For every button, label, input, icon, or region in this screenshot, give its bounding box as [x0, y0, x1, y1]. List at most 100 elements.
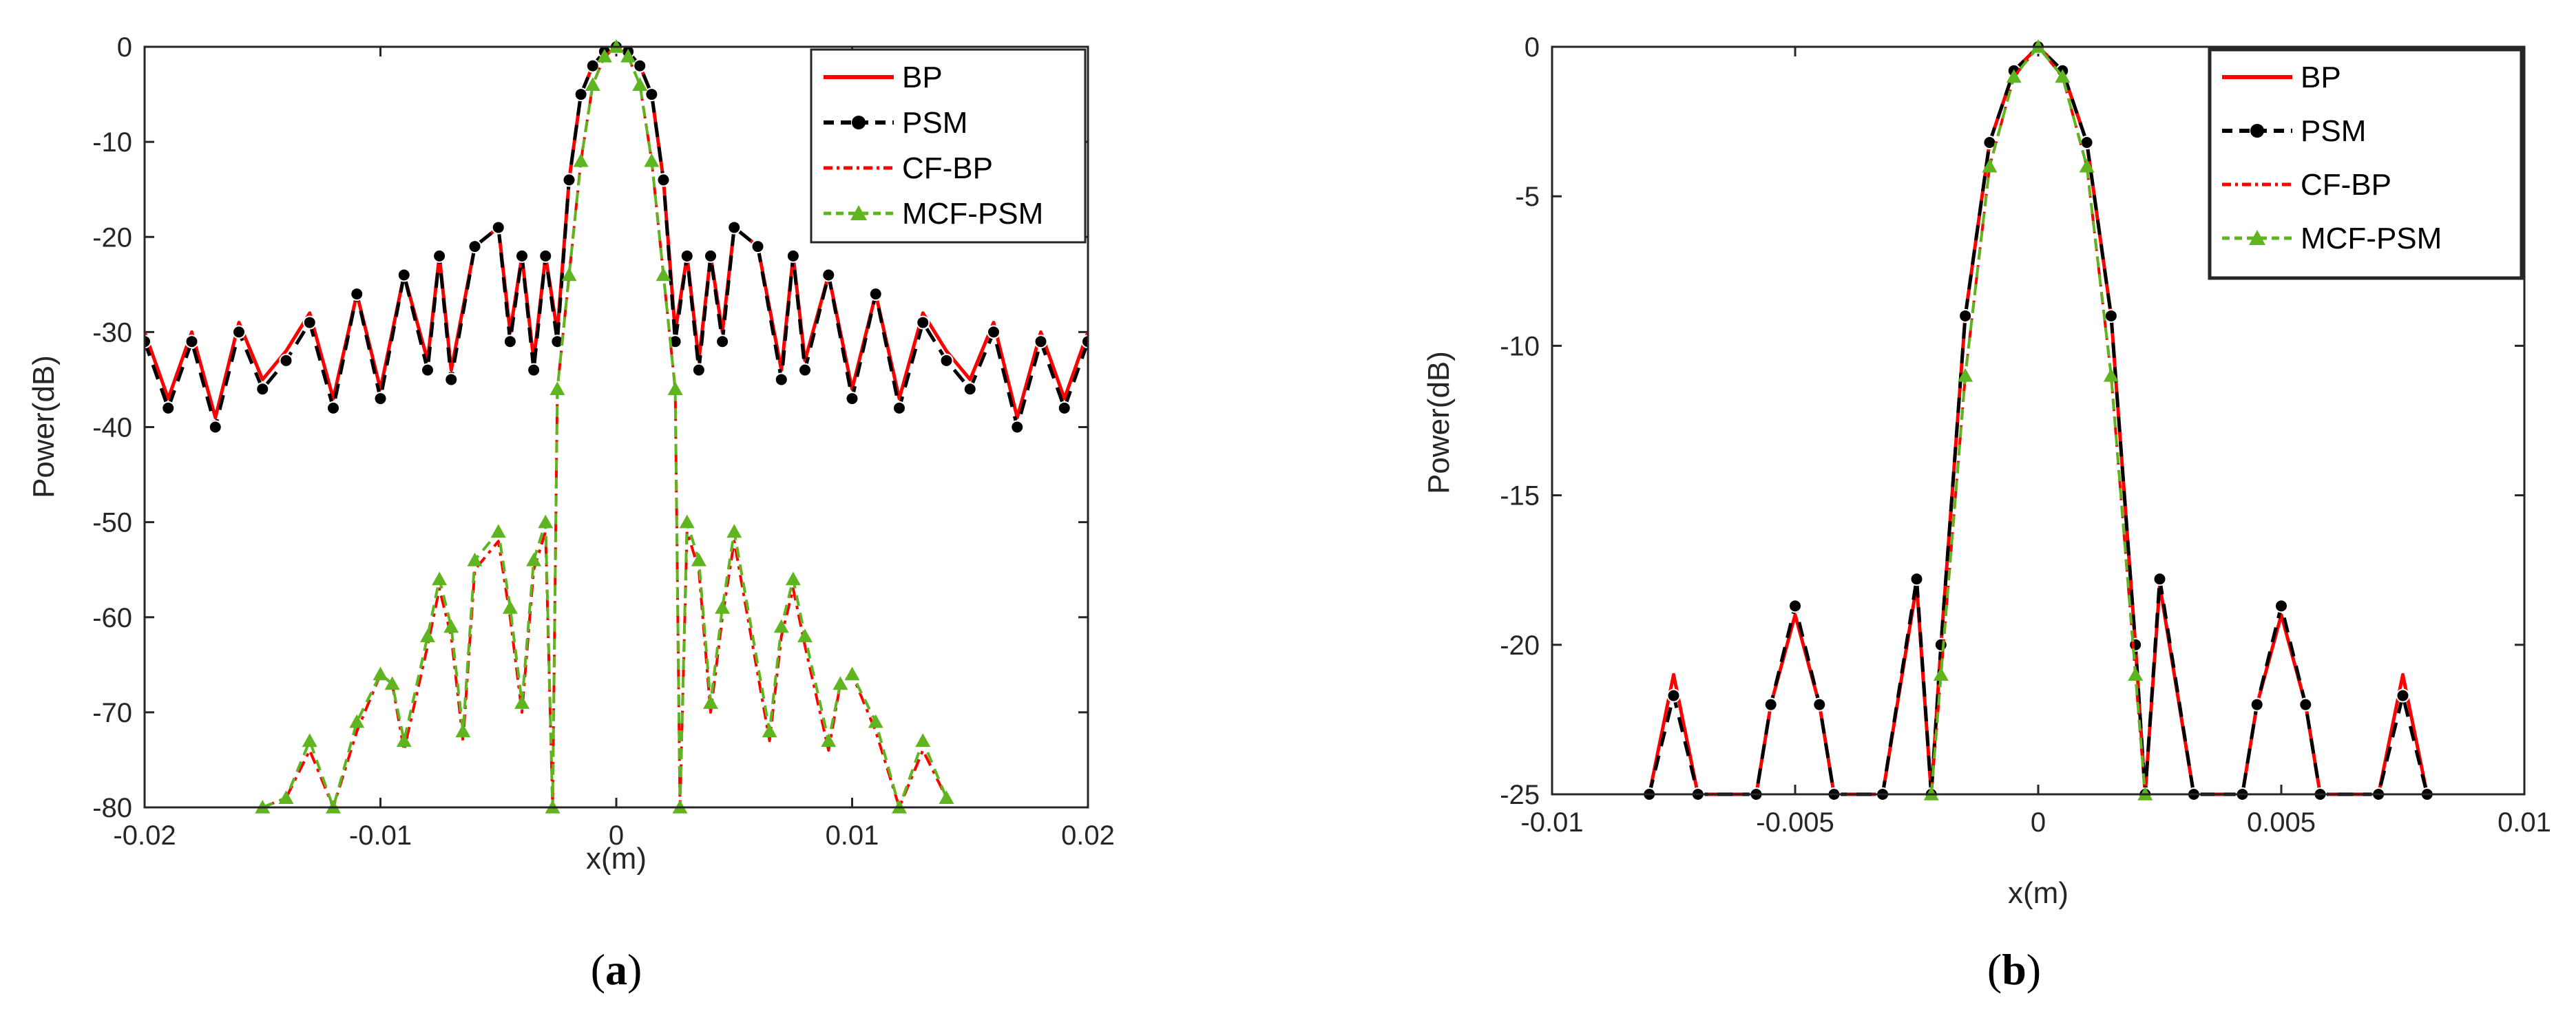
data-point-psm — [727, 220, 742, 235]
data-point-mcf-psm — [715, 600, 731, 614]
data-point-mcf-psm — [420, 628, 435, 643]
data-point-mcf-psm — [384, 676, 400, 690]
y-tick-label: -25 — [1500, 780, 1540, 810]
data-point-mcf-psm — [939, 790, 954, 804]
data-point-psm — [987, 325, 1001, 339]
x-axis-label-b: x(m) — [2008, 876, 2069, 910]
data-point-mcf-psm — [762, 723, 777, 738]
data-point-mcf-psm — [490, 524, 506, 538]
data-point-mcf-psm — [278, 790, 294, 804]
data-point-psm — [774, 372, 788, 387]
x-tick-label: -0.02 — [113, 820, 176, 851]
y-tick-label: 0 — [117, 32, 132, 63]
data-point-mcf-psm — [726, 524, 742, 538]
data-point-mcf-psm — [1958, 368, 1973, 382]
data-point-psm — [1812, 697, 1827, 712]
x-tick-label: 0 — [2031, 807, 2046, 838]
data-point-mcf-psm — [1933, 667, 1949, 681]
data-point-mcf-psm — [1982, 158, 1998, 173]
data-point-psm — [1034, 335, 1048, 349]
data-point-mcf-psm — [2055, 69, 2071, 83]
data-point-psm — [491, 220, 505, 235]
data-point-mcf-psm — [620, 48, 636, 63]
y-axis-label-b: Power(dB) — [1422, 351, 1456, 494]
legend-marker-mcf-psm — [2249, 230, 2265, 245]
data-point-psm — [185, 335, 199, 349]
y-tick-label: -70 — [92, 698, 132, 728]
data-point-mcf-psm — [467, 552, 483, 566]
data-point-psm — [350, 287, 364, 301]
data-point-psm — [444, 372, 459, 387]
data-point-mcf-psm — [596, 48, 612, 63]
data-point-mcf-psm — [549, 381, 565, 396]
data-point-psm — [798, 363, 812, 377]
y-tick-label: -50 — [92, 508, 132, 538]
data-point-mcf-psm — [538, 514, 554, 529]
data-point-mcf-psm — [502, 600, 518, 614]
data-point-psm — [2153, 572, 2167, 586]
y-tick-label: -30 — [92, 317, 132, 348]
data-point-psm — [1788, 599, 1802, 613]
data-point-psm — [2250, 697, 2264, 712]
data-point-psm — [503, 335, 517, 349]
panel-a: -0.02 -0.01 0 0.01 0.02 0 -10 -20 -30 -40 -50 -60 -… — [27, 32, 1115, 994]
data-point-mcf-psm — [915, 733, 931, 747]
data-point-psm — [585, 59, 600, 73]
data-point-mcf-psm — [691, 552, 706, 566]
y-tick-labels-b: 0 -5 -10 -15 -20 -25 — [1500, 32, 1540, 810]
panel-caption-a: (a) — [591, 945, 642, 994]
y-tick-labels-a: 0 -10 -20 -30 -40 -50 -60 -70 -80 — [92, 32, 132, 823]
data-point-mcf-psm — [2006, 69, 2022, 83]
data-point-psm — [2396, 688, 2410, 703]
data-point-mcf-psm — [797, 628, 813, 643]
data-point-psm — [963, 382, 977, 396]
legend-label-psm: PSM — [902, 106, 967, 140]
data-point-psm — [527, 363, 541, 377]
legend-a: BP PSM CF-BP MCF-PSM — [810, 48, 1087, 244]
legend-marker-psm — [2250, 124, 2264, 138]
data-point-psm — [715, 335, 730, 349]
data-point-psm — [845, 392, 859, 406]
x-tick-label: 0.01 — [826, 820, 879, 851]
data-point-mcf-psm — [302, 733, 317, 747]
y-tick-label: -10 — [92, 127, 132, 158]
data-point-mcf-psm — [573, 153, 589, 167]
data-point-psm — [515, 248, 529, 263]
legend-marker-psm — [852, 116, 866, 129]
data-point-mcf-psm — [833, 676, 848, 690]
data-point-psm — [421, 363, 434, 377]
x-tick-label: 0.02 — [1061, 820, 1115, 851]
data-point-psm — [161, 401, 176, 415]
data-point-psm — [302, 315, 317, 330]
data-point-psm — [1081, 335, 1088, 349]
data-point-psm — [538, 248, 553, 263]
data-point-psm — [2274, 599, 2288, 613]
data-point-psm — [1934, 637, 1948, 652]
data-point-psm — [2104, 308, 2118, 323]
data-point-mcf-psm — [443, 619, 459, 633]
data-point-psm — [868, 287, 883, 301]
x-tick-labels-a: -0.02 -0.01 0 0.01 0.02 — [113, 820, 1115, 851]
legend-label-cf-bp: CF-BP — [902, 151, 993, 185]
data-point-mcf-psm — [821, 733, 837, 747]
data-point-mcf-psm — [844, 666, 860, 681]
panel-b: -0.01 -0.005 0 0.005 0.01 0 -5 -10 -15 -20 -25 x(… — [1422, 32, 2551, 994]
data-point-psm — [656, 173, 671, 187]
legend-label-bp: BP — [902, 61, 943, 94]
data-point-psm — [432, 248, 447, 263]
data-point-psm — [2080, 136, 2094, 150]
data-point-psm — [562, 173, 576, 187]
data-point-mcf-psm — [349, 714, 365, 728]
data-point-psm — [691, 363, 706, 377]
data-point-mcf-psm — [2128, 667, 2144, 681]
data-point-psm — [1909, 572, 1924, 586]
x-tick-label: 0 — [609, 820, 624, 851]
x-tick-label: 0.005 — [2247, 807, 2316, 838]
data-point-psm — [232, 325, 246, 339]
data-point-psm — [145, 335, 151, 349]
legend-b: BP PSM CF-BP MCF-PSM — [2208, 47, 2524, 280]
legend-label-bp: BP — [2301, 61, 2341, 94]
axes-box-b — [1551, 45, 2526, 796]
y-tick-label: -20 — [1500, 630, 1540, 661]
data-point-psm — [645, 87, 659, 102]
